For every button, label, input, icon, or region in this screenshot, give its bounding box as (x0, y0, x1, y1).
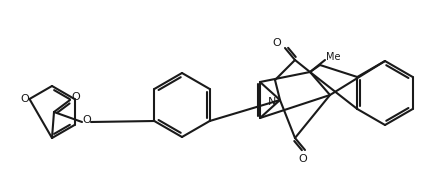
Text: O: O (299, 154, 308, 164)
Text: O: O (20, 94, 29, 104)
Text: O: O (273, 38, 281, 48)
Text: O: O (72, 92, 81, 102)
Text: N: N (268, 97, 276, 107)
Text: Me: Me (326, 52, 340, 62)
Text: O: O (83, 115, 92, 125)
